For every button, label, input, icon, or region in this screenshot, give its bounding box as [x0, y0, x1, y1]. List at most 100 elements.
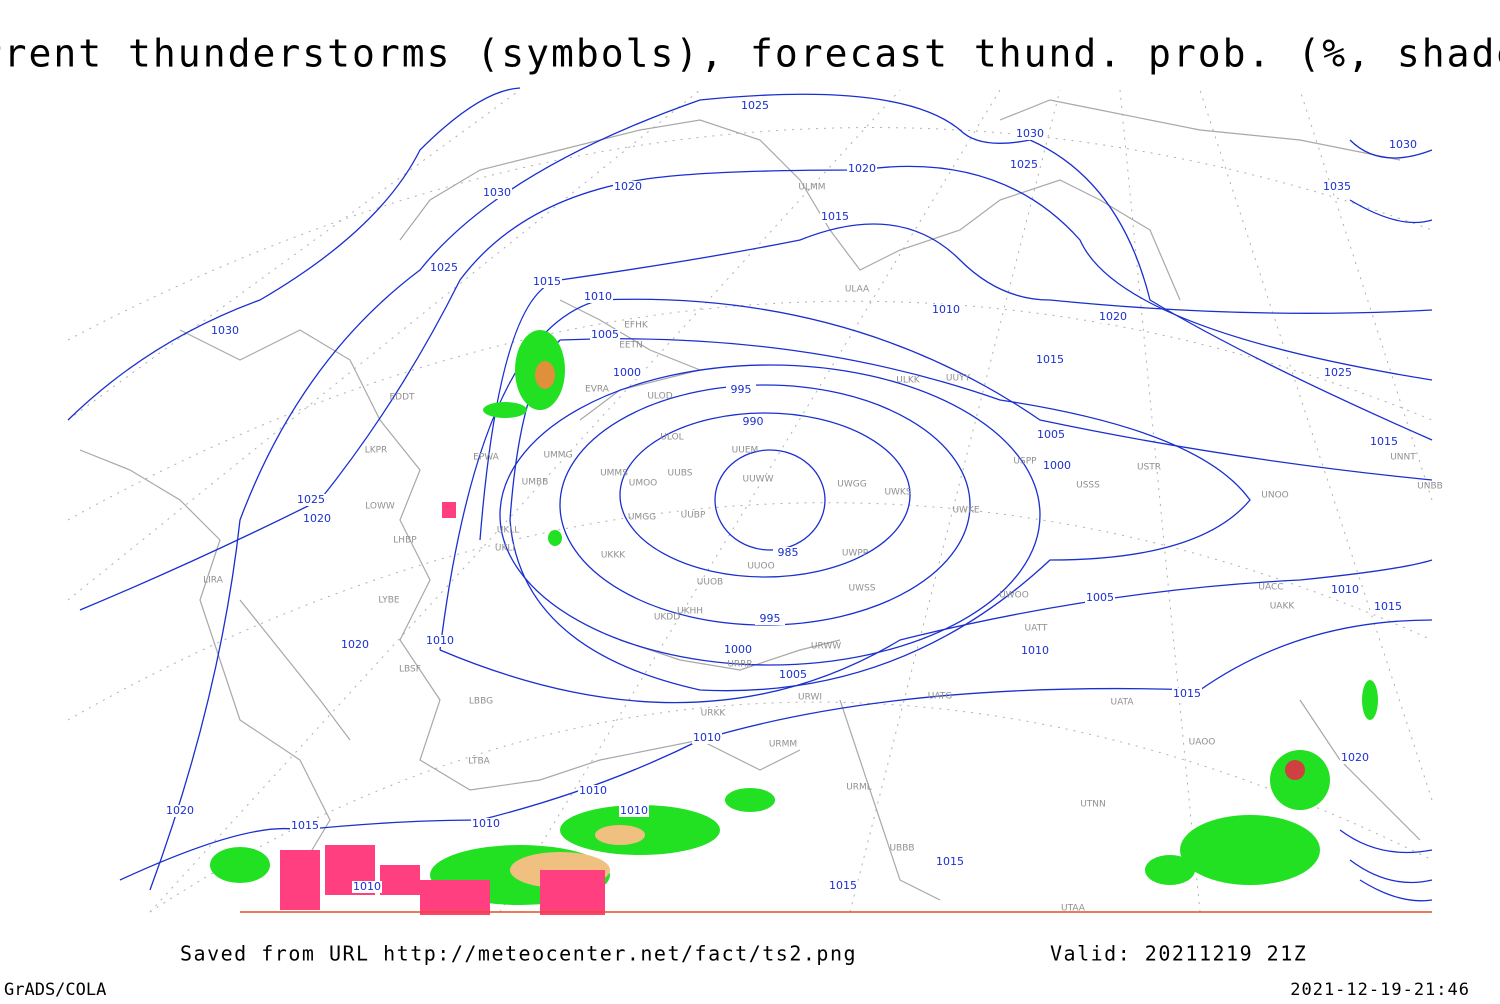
isobar-label-bg [590, 329, 620, 341]
station-label: URKK [701, 709, 727, 719]
coastlines [79, 99, 1421, 901]
isobar-label: 1025 [297, 493, 325, 506]
station-label: UUWW [743, 475, 774, 485]
isobar-label: 1015 [829, 879, 857, 892]
station-label: UWKS [884, 488, 911, 498]
station-label: UWSS [849, 584, 876, 594]
station-label: UWOO [999, 591, 1029, 601]
station-label: UAKK [1270, 602, 1296, 612]
isobar-label: 1010 [693, 731, 721, 744]
station-label: EETN [619, 341, 643, 351]
isobar-label-bg [1322, 181, 1352, 193]
isobar-label-bg [692, 732, 722, 744]
station-label: UTAA [1061, 904, 1086, 914]
station-label: UUBS [668, 469, 693, 479]
isobar-label: 985 [778, 546, 799, 559]
isobar-label: 1005 [1037, 428, 1065, 441]
graticule [67, 89, 1433, 913]
station-label: USPP [1013, 457, 1037, 467]
isobar-label-bg [935, 856, 965, 868]
station-label: ULOD [647, 392, 672, 402]
station-label: EFHK [624, 321, 649, 331]
software: GrADS/COLA [4, 980, 106, 1000]
isobar-label: 1030 [483, 186, 511, 199]
isobar-label: 1015 [1036, 353, 1064, 366]
station-label: ULAA [845, 285, 870, 295]
isobar-label-bg [931, 304, 961, 316]
station-label: LYBE [378, 596, 399, 606]
isobar-label: 1025 [1010, 158, 1038, 171]
isobar-label-bg [471, 818, 501, 830]
isobar-label: 1025 [1324, 366, 1352, 379]
station-label: UNNT [1390, 453, 1416, 463]
station-label: EVRA [585, 385, 610, 395]
isobar-label: 1010 [426, 634, 454, 647]
isobar-label: 995 [760, 612, 781, 625]
station-label: UUBP [681, 511, 706, 521]
station-label: UAOO [1189, 738, 1216, 748]
station-label: USTR [1137, 463, 1161, 473]
isobar-label: 1020 [341, 638, 369, 651]
isobars [67, 87, 1433, 902]
isobar-label-bg [1020, 645, 1050, 657]
station-label: UKLL [497, 526, 520, 536]
isobar-label-bg [1085, 592, 1115, 604]
station-label: URML [846, 783, 872, 793]
isobar-label-bg [773, 547, 803, 559]
isobar-label: 1035 [1323, 180, 1351, 193]
isobar-label: 1000 [724, 643, 752, 656]
isobar-label: 1010 [620, 804, 648, 817]
isobar-label: 990 [743, 415, 764, 428]
isobar-label-bg [578, 785, 608, 797]
thunderstorm-probability [210, 330, 1378, 905]
isobar-label-bg [778, 669, 808, 681]
station-label: URWI [798, 693, 822, 703]
station-label: UUOB [697, 578, 723, 588]
isobar-label-bg [723, 644, 753, 656]
station-label: URRR [727, 660, 752, 670]
isobar-label-bg [847, 163, 877, 175]
isobar-label-bg [820, 211, 850, 223]
isobar-label-bg [1036, 429, 1066, 441]
isobar-label: 1000 [1043, 459, 1071, 472]
isobar-label-bg [1330, 584, 1360, 596]
isobar-label-bg [425, 635, 455, 647]
isobar-label: 1010 [932, 303, 960, 316]
isobar-label: 1020 [614, 180, 642, 193]
isobar-label-bg [1369, 436, 1399, 448]
station-label: UKKK [601, 551, 626, 561]
isobar-label-bg [210, 325, 240, 337]
isobar-label-bg [532, 276, 562, 288]
station-label: USSS [1076, 481, 1100, 491]
isobar-label-bg [302, 513, 332, 525]
isobar-label: 1020 [1341, 751, 1369, 764]
station-label: UBBB [889, 844, 914, 854]
isobar-label-bg [726, 384, 756, 396]
isobar-label-bg [482, 187, 512, 199]
isobar-label: 1005 [591, 328, 619, 341]
station-label: ULMM [798, 183, 825, 193]
source-url: Saved from URL http://meteocenter.net/fa… [180, 942, 857, 966]
isobar-label: 1015 [936, 855, 964, 868]
isobar-label: 1005 [1086, 591, 1114, 604]
station-label: UMOO [629, 479, 658, 489]
station-label: LHBP [393, 536, 417, 546]
isobar-label-bg [296, 494, 326, 506]
title: Current thunderstorms (symbols), forecas… [0, 32, 1500, 76]
station-label: URMM [769, 740, 797, 750]
isobar-label-bg [1172, 688, 1202, 700]
isobar-label-bg [738, 416, 768, 428]
isobar-label: 1010 [472, 817, 500, 830]
isobar-label-bg [1388, 139, 1418, 151]
thunderstorm-symbols [280, 502, 605, 915]
station-label: UNOO [1261, 491, 1289, 501]
station-label: UMMS [600, 469, 628, 479]
station-label: URWW [811, 642, 841, 652]
station-label: UUOO [747, 562, 774, 572]
station-label: LOWW [365, 502, 395, 512]
isobar-label: 1005 [779, 668, 807, 681]
isobar-label-bg [1373, 601, 1403, 613]
isobar-label: 1020 [848, 162, 876, 175]
